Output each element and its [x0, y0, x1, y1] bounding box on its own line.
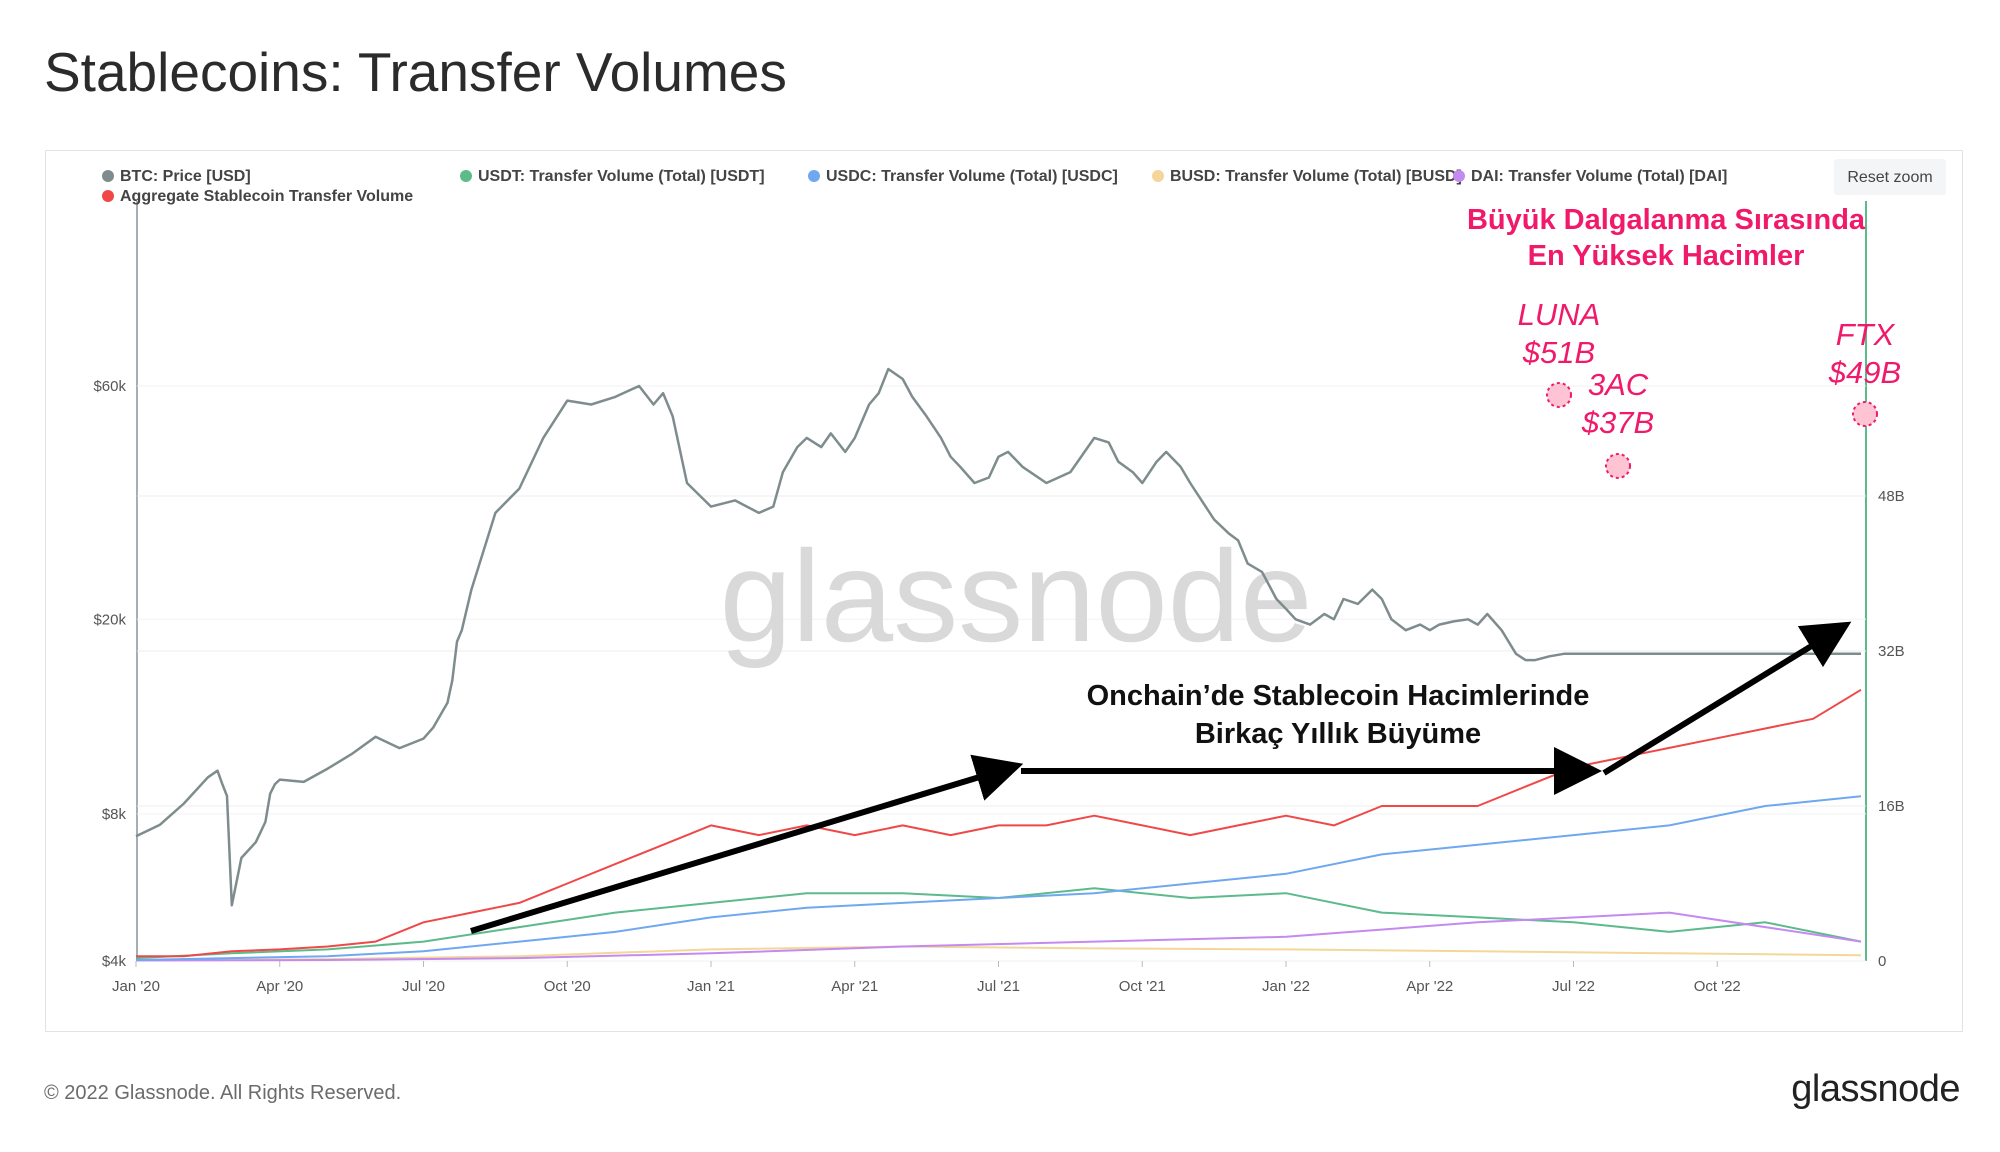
x-tick-label: Oct '20 — [544, 978, 591, 995]
legend-item-dai: DAI: Transfer Volume (Total) [DAI] — [1471, 168, 1727, 185]
annotation-ac3-value: $37B — [1581, 405, 1654, 440]
series-line-usdc — [135, 795, 1862, 961]
left-tick-label: $20k — [93, 611, 126, 628]
legend-item-busd: BUSD: Transfer Volume (Total) [BUSD] — [1170, 168, 1462, 185]
peak-marker-ftx — [1852, 401, 1878, 427]
x-tick-label: Oct '21 — [1119, 978, 1166, 995]
x-tick-label: Apr '22 — [1406, 978, 1453, 995]
x-tick-label: Oct '22 — [1694, 978, 1741, 995]
left-tick-label: $60k — [93, 378, 126, 395]
footer-logo: glassnode — [1791, 1068, 1960, 1110]
right-tick-label: 32B — [1878, 643, 1905, 660]
left-tick-label: $8k — [102, 806, 127, 823]
annotation-growth-line2: Birkaç Yıllık Büyüme — [1195, 718, 1481, 750]
chart-svg: 0 16B 32B 48B $4k $8k $20k $60k Jan '20 Apr '20 Ju… — [93, 159, 1946, 995]
legend-item-usdt: USDT: Transfer Volume (Total) [USDT] — [478, 168, 765, 185]
x-tick-label: Jul '21 — [977, 978, 1020, 995]
annotation-luna-value: $51B — [1522, 335, 1595, 370]
x-tick-label: Apr '21 — [831, 978, 878, 995]
legend-marker-usdc[interactable] — [808, 170, 820, 182]
reset-zoom-label: Reset zoom — [1847, 169, 1932, 186]
growth-arrow-3 — [1602, 621, 1852, 776]
legend-item-btc: BTC: Price [USD] — [120, 168, 251, 185]
annotation-growth-line1: Onchain’de Stablecoin Hacimlerinde — [1087, 680, 1590, 712]
annotation-luna-name: LUNA — [1518, 297, 1601, 332]
series-line-dai — [135, 911, 1862, 962]
x-tick-label: Apr '20 — [256, 978, 303, 995]
legend-marker-dai[interactable] — [1453, 170, 1465, 182]
chart-watermark: glassnode — [720, 523, 1313, 669]
legend-marker-usdt[interactable] — [460, 170, 472, 182]
annotation-ac3-name: 3AC — [1588, 367, 1649, 402]
x-tick-label: Jan '20 — [112, 978, 160, 995]
x-tick-label: Jan '21 — [687, 978, 735, 995]
x-tick-label: Jan '22 — [1262, 978, 1310, 995]
growth-arrow-1 — [470, 754, 1024, 934]
right-tick-label: 16B — [1878, 798, 1905, 815]
left-tick-label: $4k — [102, 953, 127, 970]
footer-copyright: © 2022 Glassnode. All Rights Reserved. — [44, 1082, 402, 1104]
peak-marker-luna — [1546, 382, 1572, 408]
annotation-headline-line2: En Yüksek Hacimler — [1528, 240, 1805, 272]
x-tick-label: Jul '20 — [402, 978, 445, 995]
annotation-ftx-value: $49B — [1828, 355, 1901, 390]
legend-marker-busd[interactable] — [1152, 170, 1164, 182]
annotation-ftx-name: FTX — [1836, 317, 1896, 352]
chart-frame: 0 16B 32B 48B $4k $8k $20k $60k Jan '20 Apr '20 Ju… — [45, 150, 1963, 1032]
page-title: Stablecoins: Transfer Volumes — [44, 41, 787, 103]
reset-zoom-button[interactable] — [1834, 159, 1946, 195]
x-tick-label: Jul '22 — [1552, 978, 1595, 995]
right-tick-label: 0 — [1878, 953, 1886, 970]
legend-item-aggregate: Aggregate Stablecoin Transfer Volume — [120, 188, 413, 205]
peak-marker-ac3 — [1605, 453, 1631, 479]
legend-marker-aggregate[interactable] — [102, 190, 114, 202]
annotation-headline-line1: Büyük Dalgalanma Sırasında — [1467, 204, 1866, 236]
right-tick-label: 48B — [1878, 488, 1905, 505]
series-line-btc — [135, 367, 1861, 907]
series-line-busd — [135, 945, 1862, 962]
legend-marker-btc[interactable] — [102, 170, 114, 182]
legend-item-usdc: USDC: Transfer Volume (Total) [USDC] — [826, 168, 1118, 185]
